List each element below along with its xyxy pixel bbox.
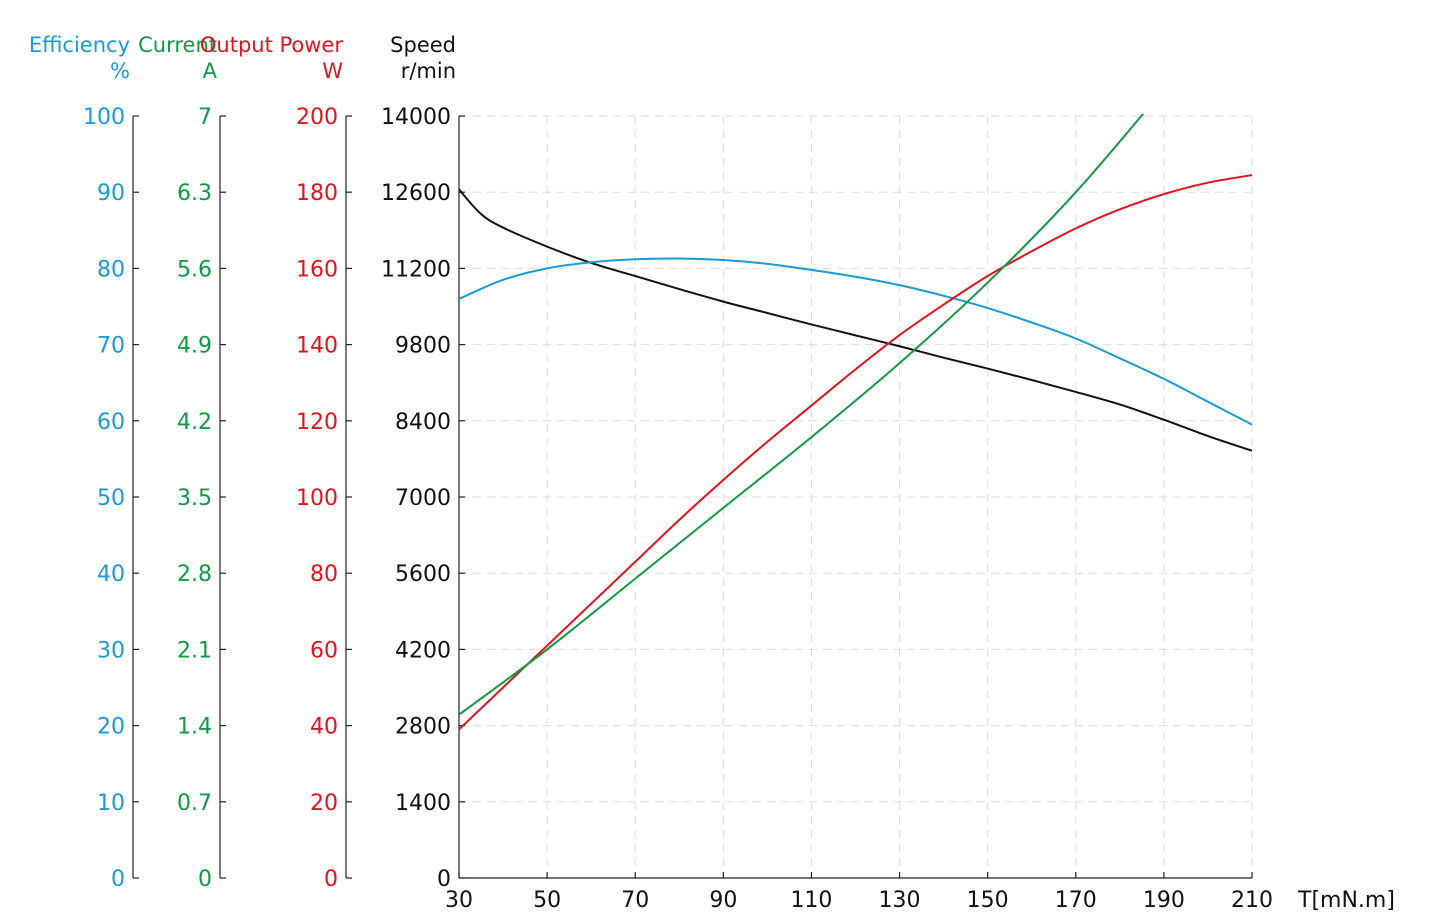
axes: 30 50 70 90 110 130 150 170 190 210 T[mN.m]0102030… <box>29 33 1395 913</box>
current-tick-label: 6.3 <box>177 181 212 206</box>
efficiency-tick-label: 60 <box>97 410 125 435</box>
speed-tick-label: 5600 <box>395 562 451 587</box>
x-tick-label: 190 <box>1143 888 1185 913</box>
current-tick-label: 4.2 <box>177 410 212 435</box>
power-tick-label: 200 <box>296 105 338 130</box>
efficiency-tick-label: 70 <box>97 334 125 359</box>
efficiency-axis-unit: % <box>110 59 130 83</box>
current-tick-label: 2.8 <box>177 562 212 587</box>
current-tick-label: 5.6 <box>177 257 212 282</box>
current-axis-unit: A <box>203 59 218 83</box>
power-axis-title: Output Power <box>200 33 343 57</box>
current-tick-label: 0 <box>198 867 212 892</box>
power-tick-label: 60 <box>310 638 338 663</box>
x-tick-label: 110 <box>790 888 832 913</box>
x-tick-label: 30 <box>445 888 473 913</box>
efficiency-tick-label: 40 <box>97 562 125 587</box>
current-curve <box>459 114 1145 716</box>
power-tick-label: 120 <box>296 410 338 435</box>
power-tick-label: 0 <box>324 867 338 892</box>
power-tick-label: 180 <box>296 181 338 206</box>
power-tick-label: 40 <box>310 715 338 740</box>
x-axis-label: T[mN.m] <box>1297 888 1395 913</box>
efficiency-axis-title: Efficiency <box>29 33 130 57</box>
efficiency-tick-label: 50 <box>97 486 125 511</box>
power-tick-label: 80 <box>310 562 338 587</box>
current-tick-label: 7 <box>198 105 212 130</box>
speed-tick-label: 7000 <box>395 486 451 511</box>
power-axis-unit: W <box>322 59 343 83</box>
speed-tick-label: 2800 <box>395 715 451 740</box>
x-tick-label: 210 <box>1231 888 1273 913</box>
efficiency-tick-label: 90 <box>97 181 125 206</box>
efficiency-tick-label: 80 <box>97 257 125 282</box>
speed-curve <box>459 188 1253 452</box>
current-tick-label: 3.5 <box>177 486 212 511</box>
speed-tick-label: 11200 <box>381 257 451 282</box>
current-tick-label: 4.9 <box>177 334 212 359</box>
power-tick-label: 140 <box>296 334 338 359</box>
x-tick-label: 170 <box>1055 888 1097 913</box>
x-tick-label: 150 <box>967 888 1009 913</box>
speed-tick-label: 4200 <box>395 638 451 663</box>
efficiency-tick-label: 20 <box>97 715 125 740</box>
speed-tick-label: 1400 <box>395 791 451 816</box>
current-tick-label: 1.4 <box>177 715 212 740</box>
speed-tick-label: 14000 <box>381 105 451 130</box>
speed-axis-unit: r/min <box>401 59 456 83</box>
power-curve <box>459 174 1253 731</box>
speed-tick-label: 8400 <box>395 410 451 435</box>
power-tick-label: 20 <box>310 791 338 816</box>
current-tick-label: 2.1 <box>177 638 212 663</box>
x-tick-label: 90 <box>709 888 737 913</box>
speed-tick-label: 12600 <box>381 181 451 206</box>
speed-tick-label: 0 <box>437 867 451 892</box>
efficiency-tick-label: 0 <box>111 867 125 892</box>
grid <box>459 115 1253 878</box>
speed-tick-label: 9800 <box>395 334 451 359</box>
speed-axis-title: Speed <box>390 33 456 57</box>
efficiency-curve <box>459 257 1253 426</box>
efficiency-tick-label: 100 <box>83 105 125 130</box>
series-lines <box>459 114 1253 731</box>
efficiency-tick-label: 10 <box>97 791 125 816</box>
x-tick-label: 50 <box>533 888 561 913</box>
x-tick-label: 130 <box>879 888 921 913</box>
power-tick-label: 160 <box>296 257 338 282</box>
power-tick-label: 100 <box>296 486 338 511</box>
x-tick-label: 70 <box>621 888 649 913</box>
efficiency-tick-label: 30 <box>97 638 125 663</box>
current-tick-label: 0.7 <box>177 791 212 816</box>
current-axis-title: Current <box>138 33 217 57</box>
